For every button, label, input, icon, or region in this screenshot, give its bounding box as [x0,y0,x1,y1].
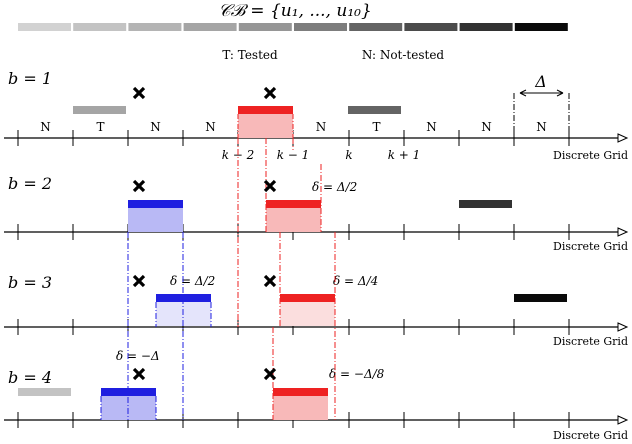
annotation-b3-blue-shift: δ = Δ/2 [170,274,215,288]
tested-x-mark [263,179,277,193]
annotation-b2-shift: δ = Δ/2 [312,180,357,194]
grid-mark-k-plus-1: k + 1 [388,148,421,162]
axis-arrowhead [617,133,629,143]
axis-arrowhead [617,322,629,332]
delta-indicator: Δ [513,72,570,140]
axis-label-b1: Discrete Grid [553,149,628,162]
tested-x-mark [132,367,146,381]
codeword-block-u7 [348,106,401,114]
codebook-swatch [183,23,237,31]
tested-x-mark [263,274,277,288]
cell-tag: N [40,120,51,134]
legend-not-tested: N: Not-tested [362,48,445,62]
grid-mark-k: k [345,148,352,162]
annotation-b4-red-shift: δ = −Δ/8 [329,367,385,381]
tested-x-mark [263,367,277,381]
codeword-block-u2 [18,388,71,396]
tested-x-mark [132,274,146,288]
axes-group [4,130,629,428]
tested-x-mark [263,86,277,100]
axis-label-b3: Discrete Grid [553,335,628,348]
codebook-title: 𝒞ℬ = {u₁, ..., u₁₀} [218,1,372,21]
codebook-swatch [294,23,347,31]
axis-label-b2: Discrete Grid [553,240,628,253]
codeword-block-u4 [73,106,126,114]
cell-tag: T [372,120,380,134]
red-codeword-shade [273,396,328,420]
guide-lines [100,138,336,420]
codebook-swatch [404,23,458,31]
cell-tag: N [481,120,492,134]
row-b4-blocks: δ = −Δ δ = −Δ/8 [18,349,385,420]
codebook-swatch [18,23,71,31]
annotation-b4-blue-shift: δ = −Δ [116,349,160,363]
codebook-swatch [349,23,403,31]
legend-tested: T: Tested [222,48,278,62]
red-codeword-bar [280,294,335,302]
codeword-block-u9 [459,200,512,208]
axis-label-b4: Discrete Grid [553,429,628,442]
codebook-bar [18,23,568,31]
cell-tag: N [426,120,437,134]
row-b3-blocks: δ = Δ/2 δ = Δ/4 [156,274,567,326]
row-label-b1: b = 1 [8,69,52,88]
red-codeword-shade [280,302,335,326]
cell-tag: N [205,120,216,134]
codebook-swatch [459,23,513,31]
row-label-b4: b = 4 [8,368,52,387]
tested-x-mark [132,86,146,100]
annotation-b3-red-shift: δ = Δ/4 [333,274,378,288]
codebook-swatch [238,23,292,31]
codebook-swatch [73,23,127,31]
cell-tag: N [536,120,547,134]
active-codeword-bar [238,106,293,114]
row-label-b3: b = 3 [8,273,52,292]
blue-codeword-shade [128,208,183,232]
red-codeword-shade [266,208,321,232]
codebook-swatch [128,23,182,31]
active-codeword-shade [238,114,293,138]
red-codeword-bar [266,200,321,208]
tested-marks [132,86,277,381]
axis-arrowhead [617,227,629,237]
cell-tag: N [316,120,327,134]
row-b2-blocks: δ = Δ/2 [128,180,512,232]
codebook-swatch [514,23,568,31]
cell-tag: N [150,120,161,134]
grid-mark-k-minus-1: k − 1 [277,148,310,162]
tested-x-mark [132,179,146,193]
codeword-block-u10 [514,294,567,302]
row-b1-blocks [73,106,401,138]
red-codeword-bar [273,388,328,396]
row-label-b2: b = 2 [8,174,52,193]
blue-codeword-bar [128,200,183,208]
cell-tag: T [96,120,104,134]
delta-symbol: Δ [534,72,547,91]
axis-arrowhead [617,415,629,425]
